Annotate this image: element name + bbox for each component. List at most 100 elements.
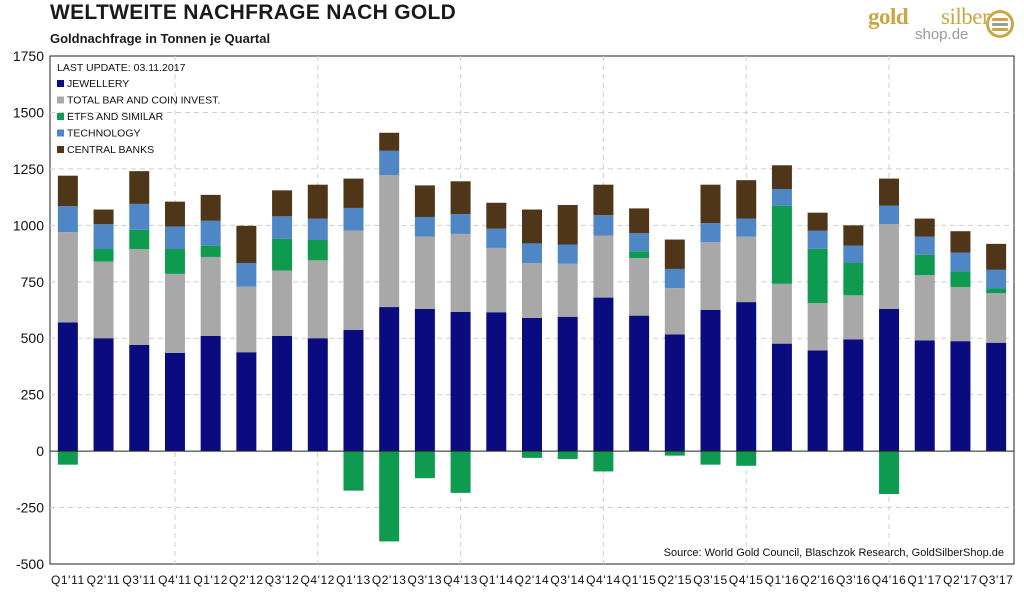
- bar-bar_coin-14: [557, 263, 578, 317]
- bar-etfs-9: [379, 451, 400, 542]
- bar-jewellery-6: [272, 335, 293, 452]
- x-tick-label: Q2'15: [657, 573, 692, 587]
- bar-technology-18: [700, 223, 721, 243]
- bar-jewellery-4: [200, 335, 221, 452]
- bar-technology-11: [450, 214, 471, 234]
- bar-bar_coin-0: [57, 232, 78, 323]
- bar-etfs-6: [272, 238, 293, 271]
- bar-central_banks-3: [164, 201, 185, 227]
- bar-jewellery-15: [593, 297, 614, 452]
- bar-jewellery-24: [914, 340, 935, 452]
- coin-stack-icon: [986, 10, 1014, 38]
- bar-etfs-24: [914, 254, 935, 276]
- bar-central_banks-22: [843, 225, 864, 246]
- x-tick-label: Q4'12: [300, 573, 335, 587]
- bar-etfs-3: [164, 249, 185, 274]
- bar-technology-4: [200, 220, 221, 246]
- bar-bar_coin-24: [914, 275, 935, 341]
- legend-label-etfs: ETFS AND SIMILAR: [67, 111, 164, 123]
- x-tick-label: Q1'17: [907, 573, 942, 587]
- bar-central_banks-4: [200, 194, 221, 221]
- bar-series: [57, 132, 1007, 542]
- x-tick-label: Q1'12: [193, 573, 228, 587]
- bar-technology-9: [379, 150, 400, 175]
- bar-bar_coin-23: [879, 224, 900, 309]
- bar-jewellery-22: [843, 339, 864, 452]
- logo-word-shop: shop.de: [915, 26, 969, 43]
- x-tick-label: Q1'13: [336, 573, 371, 587]
- bar-jewellery-21: [807, 350, 828, 452]
- bar-bar_coin-10: [414, 236, 435, 309]
- bar-technology-7: [307, 218, 328, 241]
- bar-jewellery-14: [557, 316, 578, 452]
- x-tick-label: Q1'14: [479, 573, 514, 587]
- bar-central_banks-10: [414, 185, 435, 217]
- bar-jewellery-23: [879, 308, 900, 452]
- bar-technology-26: [986, 269, 1007, 289]
- legend-swatch-jewellery: [57, 80, 64, 87]
- x-tick-label: Q4'16: [872, 573, 907, 587]
- bar-central_banks-20: [771, 165, 792, 189]
- bar-etfs-23: [879, 451, 900, 495]
- chart-title: WELTWEITE NACHFRAGE NACH GOLD: [50, 1, 457, 24]
- y-tick-label: -250: [16, 500, 44, 516]
- x-tick-label: Q2'14: [515, 573, 550, 587]
- bar-jewellery-9: [379, 307, 400, 452]
- bar-etfs-13: [522, 451, 542, 458]
- x-tick-label: Q4'11: [158, 573, 192, 587]
- bar-central_banks-12: [486, 202, 507, 229]
- bar-central_banks-26: [986, 243, 1007, 270]
- x-tick-label: Q2'13: [372, 573, 407, 587]
- bar-etfs-4: [200, 245, 221, 257]
- bar-jewellery-7: [307, 338, 328, 452]
- x-tick-label: Q3'11: [122, 573, 156, 587]
- bar-technology-20: [771, 188, 792, 206]
- bar-technology-5: [236, 263, 257, 287]
- last-update-label: LAST UPDATE: 03.11.2017: [57, 62, 186, 74]
- bar-central_banks-23: [879, 178, 900, 206]
- bar-central_banks-21: [807, 212, 828, 231]
- bar-bar_coin-9: [379, 174, 400, 308]
- y-tick-label: 1750: [13, 48, 44, 64]
- legend-label-jewellery: JEWELLERY: [67, 78, 129, 90]
- plot-area: [49, 55, 1015, 565]
- bar-central_banks-18: [700, 184, 721, 224]
- bar-bar_coin-8: [343, 230, 364, 330]
- bar-technology-14: [557, 244, 578, 264]
- chart-subtitle: Goldnachfrage in Tonnen je Quartal: [50, 31, 271, 46]
- goldsilbershop-logo: gold silber shop.de: [868, 4, 1018, 46]
- y-tick-label: 1500: [13, 104, 44, 120]
- bar-jewellery-1: [93, 338, 114, 452]
- bar-technology-8: [343, 207, 364, 231]
- bar-bar_coin-19: [736, 236, 757, 303]
- bar-technology-15: [593, 215, 614, 236]
- bar-jewellery-13: [522, 317, 542, 452]
- x-tick-label: Q3'16: [836, 573, 871, 587]
- x-tick-label: Q2'11: [87, 573, 121, 587]
- bar-bar_coin-13: [522, 263, 542, 318]
- bar-etfs-2: [129, 229, 150, 250]
- bar-etfs-15: [593, 451, 614, 472]
- bar-bar_coin-25: [950, 286, 971, 342]
- x-tick-label: Q3'14: [550, 573, 585, 587]
- x-tick-label: Q3'15: [693, 573, 728, 587]
- bar-etfs-7: [307, 240, 328, 261]
- x-tick-label: Q3'12: [265, 573, 300, 587]
- bar-etfs-8: [343, 451, 364, 491]
- bar-technology-19: [736, 218, 757, 237]
- x-tick-label: Q2'17: [943, 573, 978, 587]
- legend-label-bar_coin: TOTAL BAR AND COIN INVEST.: [67, 95, 220, 107]
- legend-label-central_banks: CENTRAL BANKS: [67, 144, 154, 156]
- x-tick-label: Q2'12: [229, 573, 264, 587]
- y-axis: 1750 1500 1250 1000 750 500 250 0 -250 -500: [13, 48, 44, 572]
- bar-etfs-14: [557, 451, 578, 460]
- source-note: Source: World Gold Council, Blaschzok Re…: [664, 547, 1004, 559]
- x-tick-label: Q3'17: [979, 573, 1014, 587]
- bar-technology-13: [522, 243, 542, 264]
- bar-jewellery-8: [343, 329, 364, 452]
- bar-jewellery-26: [986, 342, 1007, 452]
- bar-technology-2: [129, 203, 150, 230]
- x-tick-label: Q4'13: [443, 573, 478, 587]
- logo-word-silber: silber: [941, 4, 990, 29]
